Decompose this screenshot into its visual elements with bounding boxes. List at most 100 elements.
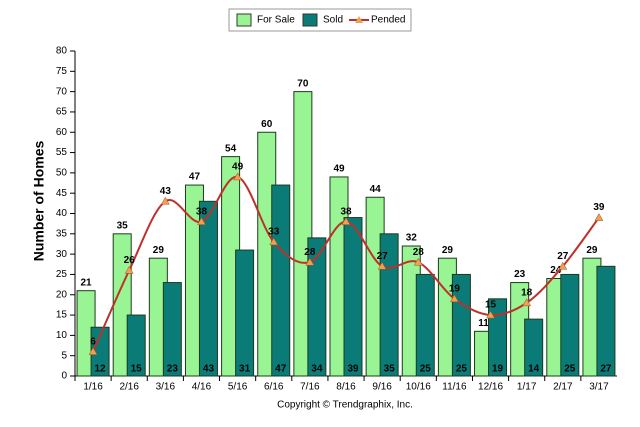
value-label: 26: [124, 255, 136, 266]
value-label: 23: [167, 364, 179, 375]
marker: [486, 310, 495, 319]
legend-label: Sold: [323, 15, 343, 26]
value-label: 39: [593, 202, 605, 213]
value-label: 32: [406, 233, 418, 244]
footer: Copyright © Trendgraphix, Inc.: [277, 400, 413, 411]
x-tick-label: 12/16: [478, 382, 503, 393]
line: [92, 175, 600, 353]
marker: [558, 261, 568, 270]
y-tick-label: 70: [56, 86, 68, 97]
value-label: 60: [261, 119, 273, 130]
bar: [235, 249, 255, 377]
x-tick-label: 9/16: [372, 382, 392, 393]
marker: [160, 196, 170, 205]
value-label: 6: [90, 336, 96, 347]
marker: [269, 237, 279, 246]
y-tick-label: 0: [61, 371, 67, 382]
y-tick-label: 25: [56, 269, 68, 280]
legend-swatch: [302, 13, 318, 27]
bar: [271, 184, 291, 377]
legend-label: For Sale: [257, 15, 295, 26]
value-label: 15: [485, 300, 497, 311]
marker: [341, 217, 351, 225]
value-label: 33: [268, 227, 280, 238]
marker: [377, 261, 387, 270]
marker: [413, 257, 423, 266]
value-label: 49: [232, 162, 244, 173]
value-label: 38: [196, 206, 208, 217]
y-tick-label: 60: [56, 127, 68, 138]
x-tick-label: 1/17: [517, 382, 537, 393]
value-label: 49: [333, 164, 345, 175]
value-label: 28: [304, 247, 316, 258]
y-tick-label: 75: [56, 66, 68, 77]
marker: [522, 298, 532, 307]
value-label: 31: [239, 364, 251, 375]
value-label: 27: [377, 251, 389, 262]
value-label: 23: [514, 269, 526, 280]
x-tick-label: 5/16: [228, 382, 248, 393]
value-label: 25: [564, 364, 576, 375]
value-label: 29: [586, 245, 598, 256]
y-tick-label: 65: [56, 107, 68, 118]
x-tick-label: 2/16: [119, 382, 139, 393]
y-tick-label: 20: [56, 289, 68, 300]
x-tick-label: 8/16: [336, 382, 356, 393]
y-tick-label: 15: [56, 310, 68, 321]
y-tick-label: 10: [56, 330, 68, 341]
value-label: 44: [370, 184, 382, 195]
value-label: 35: [117, 220, 129, 231]
value-label: 19: [492, 364, 504, 375]
x-tick-label: 2/17: [553, 382, 573, 393]
bar: [307, 237, 327, 377]
x-tick-label: 11/16: [442, 382, 467, 393]
bar: [415, 273, 435, 377]
marker: [233, 172, 243, 181]
value-label: 39: [347, 364, 359, 375]
y-tick-label: 5: [61, 350, 67, 361]
y-tick-label: 80: [56, 46, 68, 57]
bar: [596, 265, 616, 377]
y-tick-label: 45: [56, 188, 68, 199]
x-tick-label: 3/16: [156, 382, 176, 393]
bar: [126, 314, 146, 377]
value-label: 24: [550, 265, 562, 276]
value-label: 28: [413, 247, 425, 258]
x-tick-label: 3/17: [589, 382, 609, 393]
y-tick-label: 35: [56, 228, 68, 239]
value-label: 27: [600, 364, 612, 375]
value-label: 12: [95, 364, 107, 375]
value-label: 25: [456, 364, 468, 375]
marker: [197, 217, 206, 225]
legend-box: [228, 8, 412, 32]
x-tick-label: 4/16: [192, 382, 212, 393]
y-tick-label: 55: [56, 147, 68, 158]
value-label: 29: [153, 245, 165, 256]
value-label: 18: [521, 288, 533, 299]
value-label: 43: [160, 186, 172, 197]
y-tick-label: 50: [56, 168, 68, 179]
marker: [124, 265, 134, 274]
marker: [594, 213, 604, 221]
x-tick-label: 6/16: [264, 382, 284, 393]
value-label: 34: [311, 364, 323, 375]
value-label: 11: [478, 318, 489, 329]
bar: [343, 217, 363, 377]
value-label: 43: [203, 364, 215, 375]
value-label: 47: [189, 172, 201, 183]
value-label: 38: [340, 206, 352, 217]
marker: [305, 257, 315, 266]
legend-marker: [355, 16, 363, 23]
value-label: 25: [420, 364, 432, 375]
bar: [524, 318, 544, 377]
y-tick-label: 40: [56, 208, 68, 219]
value-label: 35: [384, 364, 396, 375]
bar: [198, 200, 218, 377]
value-label: 14: [528, 364, 540, 375]
legend-swatch: [236, 13, 252, 27]
x-tick-label: 10/16: [406, 382, 431, 393]
marker: [449, 294, 459, 303]
x-tick-label: 1/16: [83, 382, 103, 393]
value-label: 47: [275, 364, 287, 375]
